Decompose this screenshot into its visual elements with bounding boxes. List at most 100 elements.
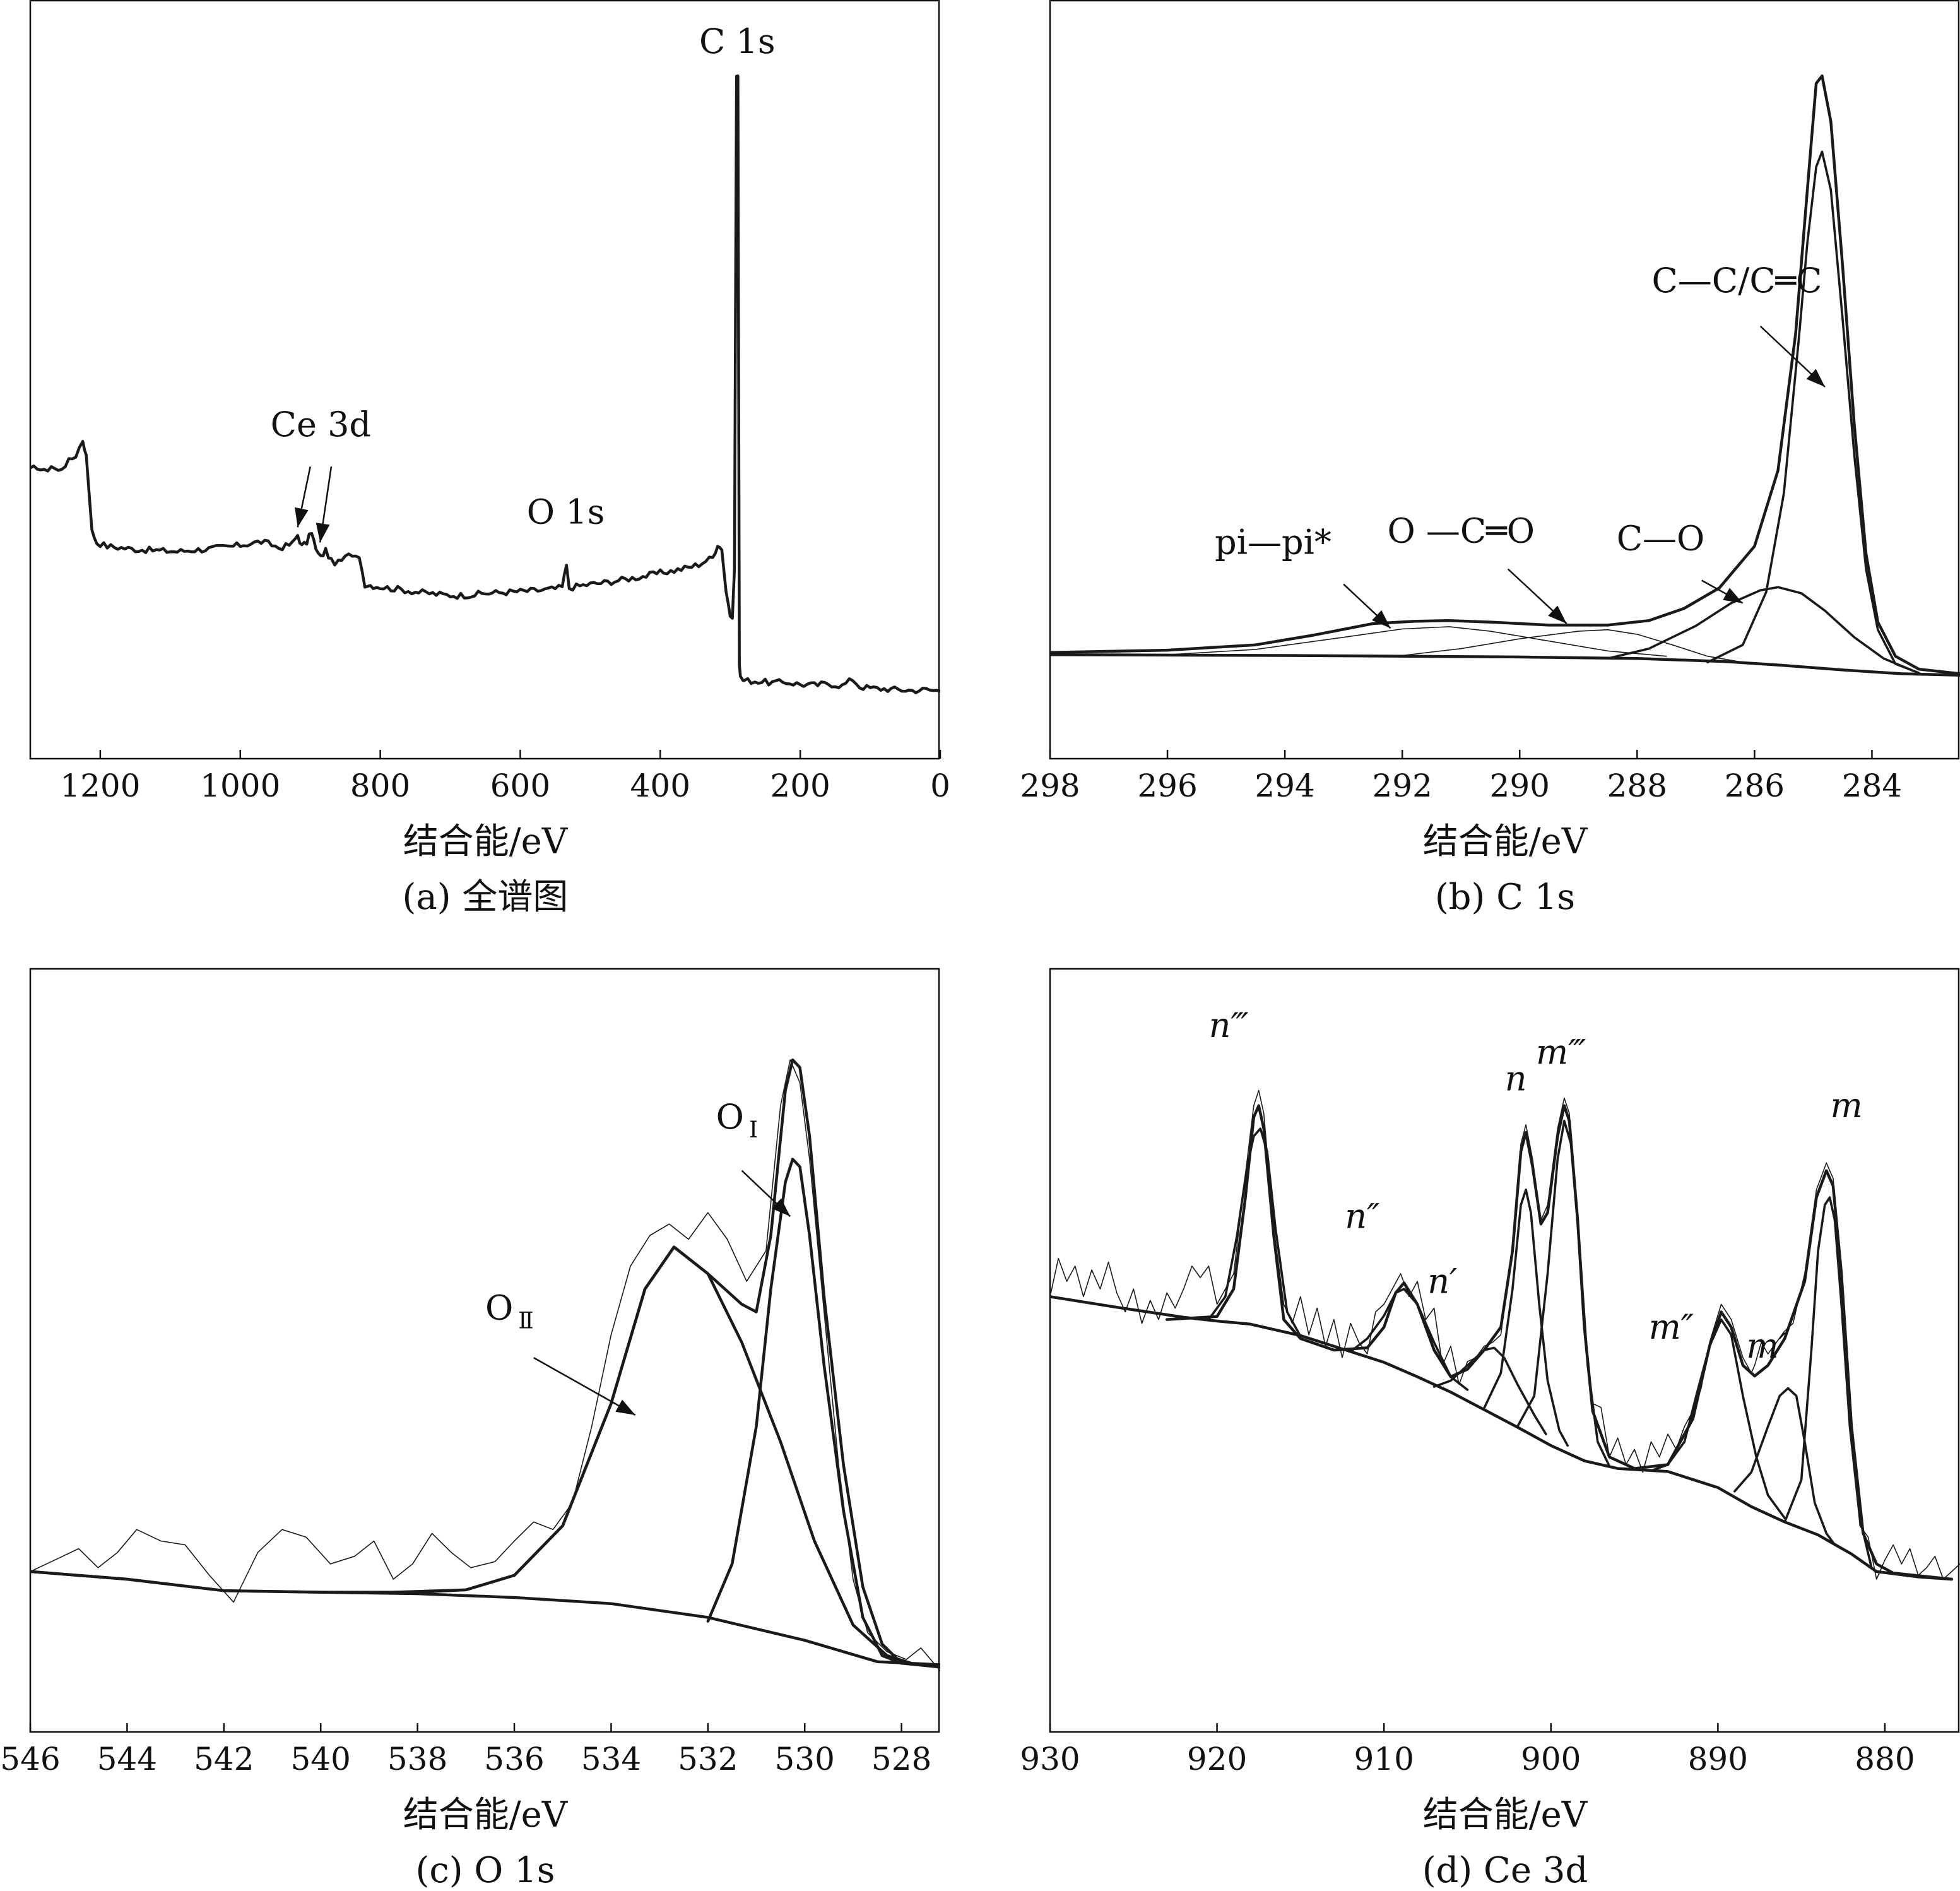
series-m-peak [1733, 1387, 1836, 1546]
x-axis-label: 结合能/eV [403, 1794, 569, 1835]
x-tick-label: 538 [387, 1741, 447, 1777]
x-tick-label: 530 [775, 1741, 835, 1777]
series-m-peak [1783, 1196, 1873, 1569]
x-tick-label: 1000 [200, 768, 280, 804]
annotation-label: C—C/C═C [1651, 261, 1822, 300]
series-envelope [1165, 1104, 1954, 1581]
annotation-label: C 1s [699, 21, 776, 61]
annotation-label: n″ [1345, 1196, 1379, 1236]
x-tick-label: 0 [930, 768, 950, 804]
series-envelope [1050, 74, 1960, 675]
x-tick-label: 536 [484, 1741, 544, 1777]
x-tick-label: 542 [194, 1741, 254, 1777]
series-n-peak [1483, 1189, 1569, 1447]
x-tick-label: 540 [290, 1741, 350, 1777]
x-tick-label: 292 [1372, 768, 1432, 804]
plot-area [30, 1058, 940, 1671]
x-tick-label: 286 [1725, 768, 1785, 804]
series-c-o-component [1607, 586, 1915, 672]
x-tick-label: 930 [1020, 1741, 1080, 1777]
annotation-label: Ce 3d [271, 405, 371, 444]
x-tick-label: 910 [1354, 1741, 1414, 1777]
series-survey [30, 74, 940, 694]
x-tick-label: 290 [1490, 768, 1550, 804]
annotation-label: n [1505, 1059, 1527, 1099]
x-axis-label: 结合能/eV [1423, 1794, 1588, 1835]
annotation-arrow-head [316, 523, 330, 543]
plot-area [1050, 74, 1960, 677]
series-raw [30, 1059, 940, 1671]
annotation-arrow-head [1372, 610, 1391, 629]
series-m-peak [1650, 1318, 1786, 1519]
annotation-arrow-head [1806, 369, 1826, 388]
panel-caption: (d) Ce 3d [1422, 1850, 1588, 1891]
annotation-label: m′ [1746, 1326, 1786, 1366]
x-tick-label: 528 [871, 1741, 931, 1777]
annotation-arrow-head [615, 1399, 635, 1415]
panel-d-ce3d-spectrum: 930 920 910 900 890 880 结合能/eV (d) Ce 3d n‴ n″ n′ n… [1020, 968, 1960, 1891]
series-envelope [30, 1058, 940, 1669]
x-tick-label: 532 [678, 1741, 738, 1777]
panel-caption: (a) 全谱图 [403, 877, 569, 918]
plot-frame-a [29, 0, 940, 760]
x-tick-label: 544 [97, 1741, 157, 1777]
x-tick-label: 546 [0, 1741, 60, 1777]
series-background [1050, 1295, 1954, 1581]
panel-c-o1s-spectrum: 546 544 542 540 538 536 534 532 530 528 结合能/eV (c) … [0, 968, 940, 1891]
panel-b-c1s-spectrum: 298 296 294 292 290 288 286 284 结合能/eV (b) C 1s C—… [1020, 0, 1960, 918]
x-tick-label: 534 [581, 1741, 641, 1777]
series-c-c-c-c-component [1706, 150, 1920, 674]
annotation-arrow-head [1548, 605, 1567, 624]
series-background [1050, 653, 1960, 677]
x-tick-label: 200 [770, 768, 830, 804]
series-m-peak [1516, 1120, 1611, 1467]
annotation-label: m‴ [1536, 1032, 1586, 1072]
plot-frame-d [1049, 968, 1960, 1733]
series-oi-component [706, 1158, 903, 1665]
plot-frame-c [29, 968, 940, 1733]
series-n-peak [1349, 1288, 1469, 1391]
x-tick-label: 288 [1607, 768, 1667, 804]
x-axis-label: 结合能/eV [403, 821, 569, 862]
x-tick-label: 900 [1521, 1741, 1581, 1777]
annotation-label: pi—pi* [1215, 522, 1331, 562]
x-tick-label: 800 [350, 768, 410, 804]
series-oii-component [392, 1245, 913, 1665]
series-background [30, 1570, 940, 1666]
x-tick-label: 296 [1137, 768, 1197, 804]
plot-area [1050, 1089, 1960, 1581]
x-tick-label: 298 [1020, 768, 1080, 804]
annotation-arrow [533, 1357, 636, 1416]
annotation-label: C—O [1617, 518, 1705, 558]
annotation-label: m″ [1649, 1307, 1694, 1347]
annotation-arrow-head [771, 1198, 791, 1217]
x-tick-label: 400 [630, 768, 690, 804]
panel-a-survey-spectrum: 1200 1000 800 600 400 200 0 结合能/eV (a) 全谱图 C 1s Ce… [29, 0, 950, 918]
annotation-arrow-head [295, 507, 309, 528]
annotation-arrow-head [1723, 588, 1743, 603]
plot-area [30, 74, 940, 694]
plot-frame-b [1049, 0, 1960, 760]
x-tick-label: 890 [1688, 1741, 1748, 1777]
series-o-c-o-component [1402, 629, 1744, 663]
x-tick-label: 294 [1255, 768, 1314, 804]
x-tick-label: 920 [1187, 1741, 1247, 1777]
panel-caption: (b) C 1s [1435, 877, 1575, 918]
annotation-label: O 1s [527, 492, 605, 531]
x-tick-label: 1200 [60, 768, 140, 804]
series-pi-pi-component [1167, 626, 1667, 657]
panel-caption: (c) O 1s [416, 1850, 555, 1891]
annotation-label: m [1830, 1086, 1862, 1125]
x-tick-label: 880 [1855, 1741, 1915, 1777]
series-n-peak [1207, 1127, 1302, 1337]
annotation-label: n‴ [1209, 1005, 1249, 1045]
x-axis-label: 结合能/eV [1423, 821, 1588, 862]
annotation-label: O —C═O [1387, 511, 1535, 550]
annotation-label: n′ [1427, 1261, 1457, 1301]
series-raw [1050, 1089, 1960, 1580]
x-tick-label: 284 [1842, 768, 1902, 804]
x-tick-label: 600 [490, 768, 550, 804]
